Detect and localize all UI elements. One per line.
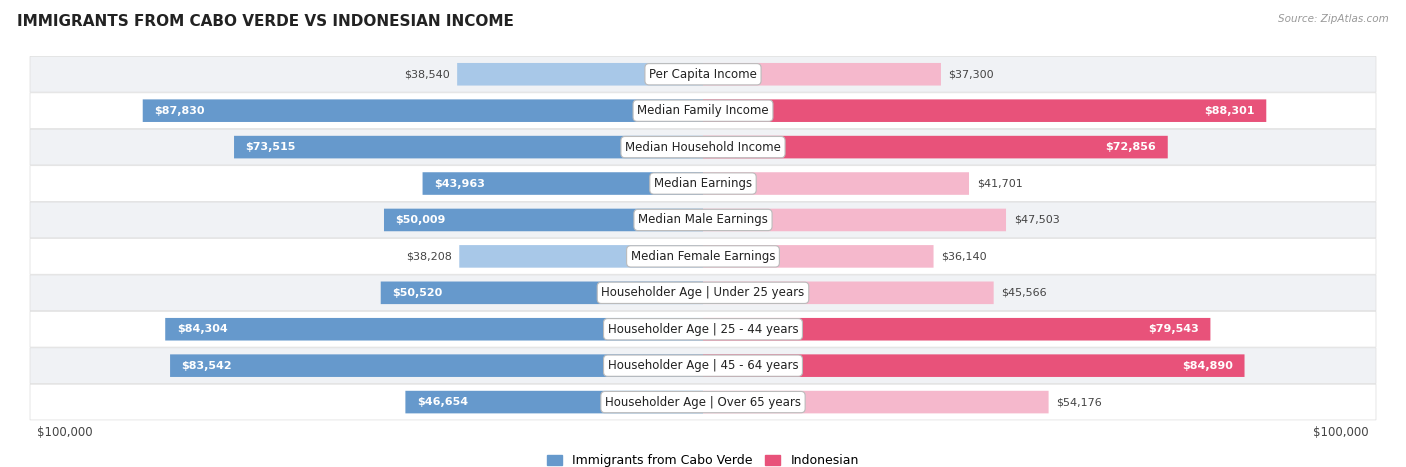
Text: $43,963: $43,963 <box>434 178 485 189</box>
FancyBboxPatch shape <box>703 318 1211 340</box>
Text: Per Capita Income: Per Capita Income <box>650 68 756 81</box>
FancyBboxPatch shape <box>703 99 1267 122</box>
Text: Median Household Income: Median Household Income <box>626 141 780 154</box>
Text: $45,566: $45,566 <box>1001 288 1047 298</box>
Text: $84,304: $84,304 <box>177 324 228 334</box>
FancyBboxPatch shape <box>703 63 941 85</box>
Text: $87,830: $87,830 <box>155 106 205 116</box>
FancyBboxPatch shape <box>703 391 1049 413</box>
FancyBboxPatch shape <box>233 136 703 158</box>
FancyBboxPatch shape <box>703 136 1168 158</box>
Text: $37,300: $37,300 <box>949 69 994 79</box>
Legend: Immigrants from Cabo Verde, Indonesian: Immigrants from Cabo Verde, Indonesian <box>543 449 863 467</box>
FancyBboxPatch shape <box>30 202 1376 238</box>
Text: $84,890: $84,890 <box>1182 361 1233 371</box>
FancyBboxPatch shape <box>30 129 1376 165</box>
FancyBboxPatch shape <box>460 245 703 268</box>
FancyBboxPatch shape <box>30 348 1376 383</box>
FancyBboxPatch shape <box>703 172 969 195</box>
Text: $41,701: $41,701 <box>977 178 1022 189</box>
FancyBboxPatch shape <box>423 172 703 195</box>
Text: $73,515: $73,515 <box>246 142 295 152</box>
Text: $38,208: $38,208 <box>406 251 451 262</box>
Text: Source: ZipAtlas.com: Source: ZipAtlas.com <box>1278 14 1389 24</box>
FancyBboxPatch shape <box>381 282 703 304</box>
Text: Householder Age | Under 25 years: Householder Age | Under 25 years <box>602 286 804 299</box>
FancyBboxPatch shape <box>30 166 1376 201</box>
Text: $72,856: $72,856 <box>1105 142 1156 152</box>
Text: $50,009: $50,009 <box>395 215 446 225</box>
FancyBboxPatch shape <box>30 384 1376 420</box>
Text: Householder Age | 45 - 64 years: Householder Age | 45 - 64 years <box>607 359 799 372</box>
Text: Median Female Earnings: Median Female Earnings <box>631 250 775 263</box>
FancyBboxPatch shape <box>703 209 1007 231</box>
Text: $50,520: $50,520 <box>392 288 443 298</box>
FancyBboxPatch shape <box>405 391 703 413</box>
Text: IMMIGRANTS FROM CABO VERDE VS INDONESIAN INCOME: IMMIGRANTS FROM CABO VERDE VS INDONESIAN… <box>17 14 513 29</box>
FancyBboxPatch shape <box>30 93 1376 128</box>
FancyBboxPatch shape <box>166 318 703 340</box>
Text: Median Family Income: Median Family Income <box>637 104 769 117</box>
FancyBboxPatch shape <box>30 57 1376 92</box>
FancyBboxPatch shape <box>30 275 1376 311</box>
Text: $79,543: $79,543 <box>1149 324 1199 334</box>
FancyBboxPatch shape <box>457 63 703 85</box>
Text: Householder Age | Over 65 years: Householder Age | Over 65 years <box>605 396 801 409</box>
FancyBboxPatch shape <box>703 245 934 268</box>
FancyBboxPatch shape <box>30 311 1376 347</box>
Text: $83,542: $83,542 <box>181 361 232 371</box>
FancyBboxPatch shape <box>703 354 1244 377</box>
Text: $46,654: $46,654 <box>416 397 468 407</box>
Text: Householder Age | 25 - 44 years: Householder Age | 25 - 44 years <box>607 323 799 336</box>
Text: Median Earnings: Median Earnings <box>654 177 752 190</box>
Text: $36,140: $36,140 <box>941 251 987 262</box>
FancyBboxPatch shape <box>384 209 703 231</box>
Text: $88,301: $88,301 <box>1205 106 1254 116</box>
Text: $54,176: $54,176 <box>1056 397 1102 407</box>
FancyBboxPatch shape <box>143 99 703 122</box>
FancyBboxPatch shape <box>703 282 994 304</box>
FancyBboxPatch shape <box>170 354 703 377</box>
FancyBboxPatch shape <box>30 239 1376 274</box>
Text: $47,503: $47,503 <box>1014 215 1060 225</box>
Text: $38,540: $38,540 <box>404 69 450 79</box>
Text: Median Male Earnings: Median Male Earnings <box>638 213 768 226</box>
